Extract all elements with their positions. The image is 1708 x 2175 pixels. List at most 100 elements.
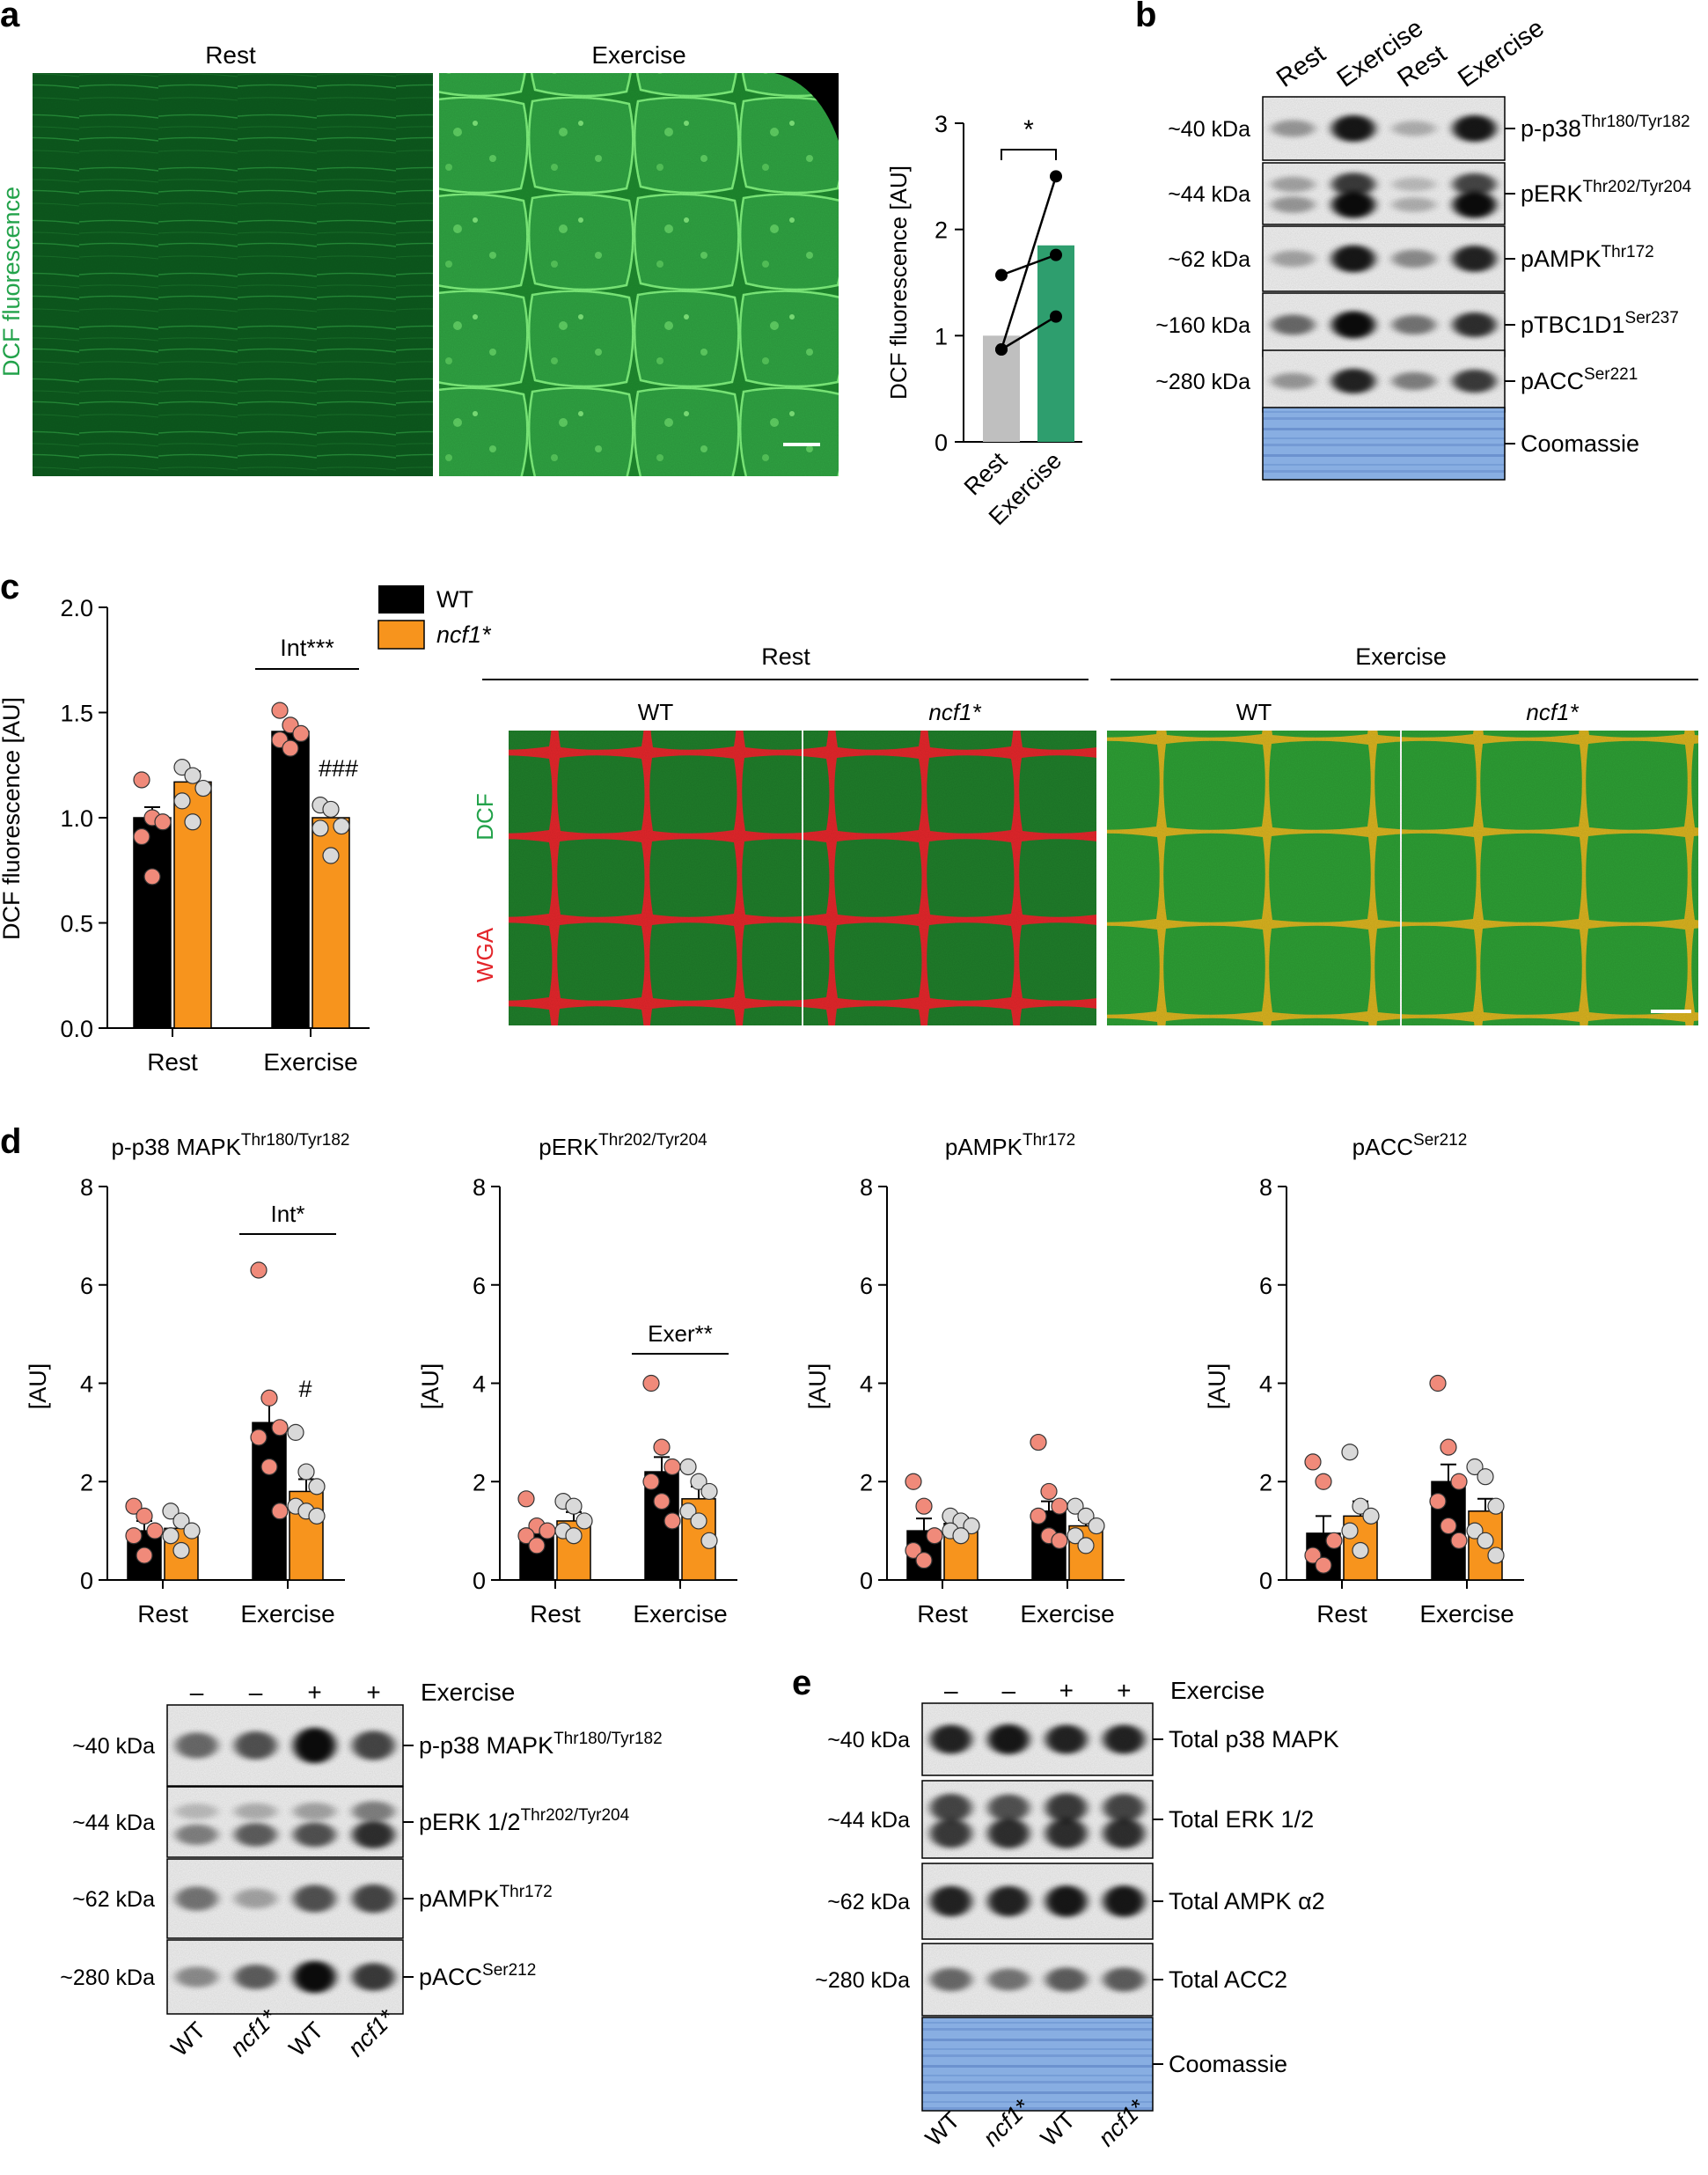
data-point: [287, 1423, 304, 1441]
y-tick-label: 4: [1259, 1371, 1272, 1398]
panel-label-b: b: [1135, 0, 1156, 34]
protein-label: pERKThr202/Tyr204: [1521, 178, 1692, 207]
significance-label: ###: [319, 755, 358, 782]
y-tick-label: 8: [473, 1174, 486, 1201]
y-tick-label: 0: [473, 1568, 486, 1594]
blot-band: [1045, 1885, 1088, 1918]
data-point: [1315, 1473, 1332, 1490]
data-point: [1440, 1517, 1457, 1535]
blot-band: [1045, 1818, 1088, 1849]
data-point: [653, 1492, 671, 1510]
data-point: [162, 1527, 180, 1545]
data-point: [154, 813, 172, 831]
data-point: [690, 1512, 707, 1530]
blot-band: [175, 1824, 218, 1846]
blot-band: [1271, 314, 1316, 335]
significance-label: *: [1023, 115, 1034, 144]
y-tick-label: 4: [473, 1371, 486, 1398]
protein-label: pAMPKThr172: [419, 1883, 553, 1912]
y-tick-label: 0: [935, 430, 948, 456]
y-tick-label: 1: [935, 323, 948, 349]
data-point: [333, 817, 350, 835]
data-point: [1304, 1547, 1322, 1564]
protein-label: Total AMPK α2: [1169, 1888, 1325, 1914]
stain-label-wga: WGA: [472, 927, 498, 982]
protein-name: pAMPK: [419, 1885, 500, 1912]
blot-band: [234, 1964, 277, 1990]
chart-title: pAMPKThr172: [945, 1131, 1075, 1160]
y-tick-label: 0: [860, 1568, 873, 1594]
protein-label: Total ACC2: [1169, 1966, 1287, 1993]
data-point: [282, 739, 299, 757]
data-point: [136, 1507, 153, 1525]
blot-band: [1331, 368, 1375, 394]
data-point: [271, 1419, 289, 1437]
chart-title: pACCSer212: [1352, 1131, 1468, 1160]
blot-band: [1452, 369, 1497, 393]
x-tick-label: Rest: [917, 1600, 968, 1628]
blot-band: [987, 1885, 1030, 1917]
data-point: [926, 1527, 943, 1545]
protein-name: Total AMPK α2: [1169, 1888, 1325, 1914]
scale-bar: [1651, 1010, 1691, 1013]
blot-band: [987, 1723, 1030, 1755]
protein-label: pACCSer221: [1521, 365, 1638, 394]
data-point: [565, 1527, 583, 1545]
stain-label-dcf: DCF: [472, 793, 498, 840]
blot-band: [1392, 371, 1436, 391]
data-point: [642, 1374, 660, 1392]
blot-band: [293, 1802, 336, 1821]
blot-band: [987, 1794, 1030, 1822]
chart-title-name: p-p38 MAPK: [112, 1134, 242, 1160]
exercise-sign: –: [190, 1679, 204, 1706]
data-point: [133, 827, 150, 846]
protein-name: Coomassie: [1521, 430, 1639, 457]
y-tick-label: 3: [935, 111, 948, 137]
exercise-sign: –: [944, 1677, 958, 1704]
data-point: [125, 1497, 143, 1515]
exercise-sign: –: [249, 1679, 263, 1706]
data-point: [1030, 1433, 1047, 1451]
data-point: [700, 1532, 718, 1549]
data-point: [1362, 1507, 1380, 1525]
blot-band: [1045, 1793, 1088, 1823]
micrograph-divider: [437, 73, 439, 476]
protein-label: Coomassie: [1169, 2051, 1287, 2077]
exercise-sign: +: [366, 1679, 380, 1706]
significance-label: Exer**: [648, 1320, 713, 1347]
blot-band: [930, 1819, 972, 1848]
bar-exercise: [1037, 245, 1074, 442]
blot-band: [1271, 196, 1316, 213]
blot-band: [1103, 1793, 1145, 1822]
blot-band: [930, 1885, 972, 1917]
micrograph-corner: [774, 73, 839, 141]
blot-band: [1271, 372, 1316, 390]
data-point: [915, 1497, 933, 1515]
protein-name: pERK 1/2: [419, 1809, 521, 1835]
data-point: [312, 819, 329, 837]
x-tick-label: Rest: [147, 1048, 198, 1076]
significance-label: Int*: [270, 1201, 304, 1227]
data-point: [250, 1261, 268, 1279]
panel-c-sub-wt-ex: WT: [1236, 699, 1272, 725]
panel-c-sub-ncf1-rest: ncf1*: [928, 699, 981, 725]
blot-band: [1392, 249, 1436, 268]
y-tick-label: 6: [860, 1273, 873, 1299]
micrograph-noise-overlay: [509, 731, 1096, 1025]
data-point: [1352, 1541, 1369, 1560]
panel-d-charts: 0 2 4 6 8 Rest Exercise p-p38 MAPKThr180/Tyr182…: [25, 1131, 1524, 1628]
data-point: [963, 1517, 980, 1535]
x-tick-label: Exercise: [263, 1048, 357, 1076]
data-point: [146, 1522, 164, 1539]
data-point: [1477, 1468, 1494, 1486]
y-axis-label: [AU]: [1204, 1363, 1230, 1410]
kda-label: ~40 kDa: [1168, 117, 1250, 142]
panel-c-group-rest: Rest: [761, 643, 810, 670]
blot-band: [1045, 1724, 1088, 1754]
chart-title-name: pAMPK: [945, 1134, 1023, 1160]
panel-a-side-label: DCF fluorescence: [0, 187, 25, 377]
blot-band: [175, 1732, 218, 1759]
data-point: [1051, 1532, 1068, 1549]
data-point: [308, 1478, 326, 1495]
x-tick-label: Rest: [530, 1600, 581, 1628]
